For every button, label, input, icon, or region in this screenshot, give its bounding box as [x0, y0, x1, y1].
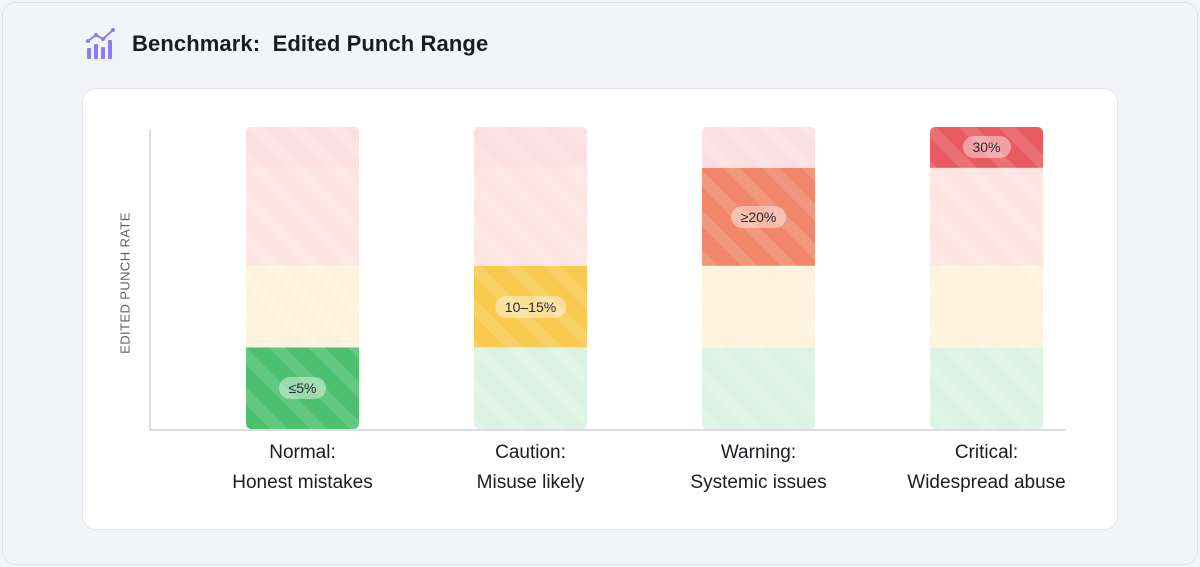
bar-stripes-critical-green — [930, 347, 1043, 429]
category-label-line2: Honest mistakes — [232, 472, 373, 493]
bar-chart-trend-icon — [86, 28, 115, 59]
bar-stripes-caution-yellow — [474, 265, 587, 348]
bar-stripes-caution-green — [474, 347, 587, 429]
bar-critical — [930, 127, 1043, 429]
category-label-normal: Normal: Honest mistakes — [203, 438, 403, 498]
category-label-critical: Critical: Widespread abuse — [887, 438, 1087, 498]
chart-header: Benchmark: Edited Punch Range — [86, 28, 488, 60]
bar-stripes-normal-salmon — [246, 167, 359, 266]
category-label-line2: Systemic issues — [690, 472, 827, 493]
bar-stripes-critical-red — [930, 127, 1043, 168]
bar-normal — [246, 127, 359, 429]
chart-title: Benchmark: Edited Punch Range — [132, 31, 489, 56]
value-badge-caution: 10–15% — [494, 295, 567, 318]
category-label-line1: Normal: — [269, 442, 336, 463]
bar-stripes-warning-red — [702, 127, 815, 168]
category-label-line1: Critical: — [954, 442, 1019, 463]
category-label-caution: Caution: Misuse likely — [431, 438, 631, 498]
bar-stripes-critical-yellow — [930, 265, 1043, 348]
bar-stripes-normal-green — [246, 347, 359, 429]
bar-stripes-warning-salmon — [702, 167, 815, 266]
value-badge-critical: 30% — [962, 136, 1011, 159]
bar-stripes-warning-green — [702, 347, 815, 429]
bar-caution — [474, 127, 587, 429]
bar-stripes-normal-red — [246, 127, 359, 168]
bar-stripes-normal-yellow — [246, 265, 359, 348]
category-label-line2: Misuse likely — [476, 472, 585, 493]
category-label-line2: Widespread abuse — [907, 472, 1066, 493]
category-label-warning: Warning: Systemic issues — [659, 438, 859, 498]
category-label-line1: Warning: — [720, 442, 797, 463]
bar-stripes-caution-salmon — [474, 167, 587, 266]
value-badge-warning: ≥20% — [730, 205, 787, 228]
y-axis-label: EDITED PUNCH RATE — [117, 212, 133, 354]
value-badge-normal: ≤5% — [278, 377, 327, 400]
category-label-line1: Caution: — [495, 442, 566, 463]
bar-stripes-critical-salmon — [930, 167, 1043, 266]
bar-warning — [702, 127, 815, 429]
bar-stripes-warning-yellow — [702, 265, 815, 348]
bar-stripes-caution-red — [474, 127, 587, 168]
